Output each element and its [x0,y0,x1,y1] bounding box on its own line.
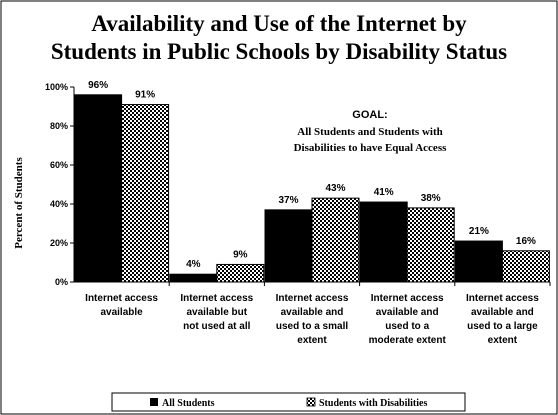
bar-value-label: 9% [233,249,248,260]
x-category-label: Internet access available and used to a mod… [369,293,447,346]
goal-annotation: GOAL: All Students and Students with Dis… [294,109,448,154]
legend-label-students-with-disabilities: Students with Disabilities [319,398,427,409]
bar-value-label: 96% [88,80,108,91]
x-category-label: Internet access available [85,293,158,318]
plot-area: 0% 20% 40% 60% 80% 100% 96% 91% Internet access a… [45,80,551,346]
bar-value-label: 43% [325,183,345,194]
bar-all-students [264,209,313,283]
x-category-label: Internet access available and used to a la… [466,293,539,346]
chart-title-line-1: Availability and Use of the Internet by [91,11,467,36]
legend-box [111,392,466,412]
y-tick-label: 80% [50,121,68,131]
goal-annotation-heading: GOAL: [352,109,387,121]
bar-students-with-disabilities [311,197,360,283]
legend-swatch-students-with-disabilities [306,397,316,407]
goal-annotation-line-1: All Students and Students with [297,126,443,138]
y-tick-label: 40% [50,199,68,209]
bar-students-with-disabilities [121,104,170,283]
y-tick-label: 60% [50,160,68,170]
bar-students-with-disabilities [501,250,550,283]
bar-value-label: 91% [135,90,155,101]
y-tick-label: 0% [55,277,68,287]
bar-value-label: 38% [421,193,441,204]
x-category-label: Internet access available but not used at … [180,293,253,332]
y-tick-label: 100% [45,82,68,92]
bar-students-with-disabilities [406,207,455,283]
bar-value-label: 4% [186,259,201,270]
legend-swatch-all-students [150,398,158,406]
bar-value-label: 37% [278,195,298,206]
legend: All Students Students with Disabilities [111,392,466,412]
bar-value-label: 21% [469,226,489,237]
y-axis-label: Percent of Students [13,157,25,249]
bar-students-with-disabilities [216,263,265,283]
y-tick-label: 20% [50,238,68,248]
bar-all-students [359,201,408,283]
legend-label-all-students: All Students [162,398,215,409]
bar-all-students [454,240,503,283]
bar-all-students [169,273,218,283]
x-category-label: Internet access available and used to a sm… [276,293,349,346]
bar-all-students [74,94,123,283]
bar-value-label: 16% [516,236,536,247]
goal-annotation-line-2: Disabilities to have Equal Access [294,142,448,154]
chart-title-line-2: Students in Public Schools by Disability… [51,39,507,64]
bar-value-label: 41% [374,187,394,198]
